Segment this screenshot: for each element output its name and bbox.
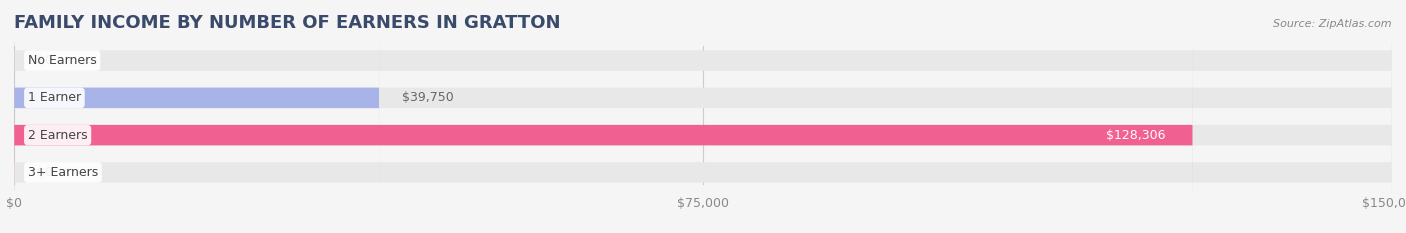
Text: Source: ZipAtlas.com: Source: ZipAtlas.com: [1274, 19, 1392, 29]
FancyBboxPatch shape: [14, 0, 1192, 233]
Text: 3+ Earners: 3+ Earners: [28, 166, 98, 179]
Text: $0: $0: [37, 166, 53, 179]
FancyBboxPatch shape: [14, 0, 1392, 233]
Text: $128,306: $128,306: [1105, 129, 1166, 142]
FancyBboxPatch shape: [14, 0, 1392, 233]
Text: $39,750: $39,750: [402, 91, 454, 104]
Text: FAMILY INCOME BY NUMBER OF EARNERS IN GRATTON: FAMILY INCOME BY NUMBER OF EARNERS IN GR…: [14, 14, 561, 32]
Text: 2 Earners: 2 Earners: [28, 129, 87, 142]
FancyBboxPatch shape: [14, 0, 380, 233]
FancyBboxPatch shape: [14, 0, 1392, 233]
Text: No Earners: No Earners: [28, 54, 97, 67]
Text: $0: $0: [37, 54, 53, 67]
FancyBboxPatch shape: [14, 0, 1392, 233]
Text: 1 Earner: 1 Earner: [28, 91, 82, 104]
